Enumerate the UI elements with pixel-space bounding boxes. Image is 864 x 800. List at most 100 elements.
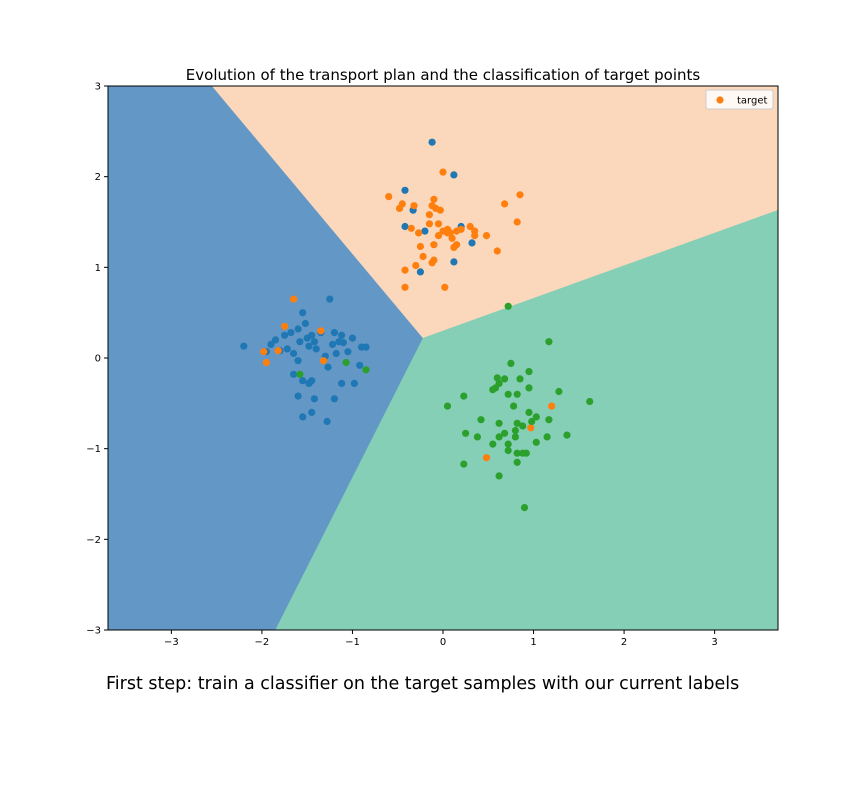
point-orange	[453, 241, 461, 249]
point-green	[489, 386, 497, 394]
point-orange	[430, 241, 438, 249]
point-blue	[326, 295, 334, 303]
point-orange	[401, 283, 409, 291]
point-green	[460, 392, 468, 400]
point-orange	[317, 327, 325, 335]
legend: target	[705, 89, 774, 110]
point-blue	[271, 336, 280, 344]
point-green	[513, 449, 521, 457]
point-green	[545, 338, 553, 346]
point-green	[519, 422, 527, 430]
point-blue	[328, 340, 337, 348]
point-blue	[296, 338, 304, 346]
point-green	[489, 440, 497, 448]
point-orange	[436, 206, 444, 214]
point-blue	[348, 334, 357, 342]
point-green	[495, 433, 503, 441]
point-orange	[385, 193, 393, 201]
point-green	[501, 429, 509, 437]
x-tick-label: −2	[255, 637, 270, 648]
x-tick-label: 1	[530, 637, 536, 648]
point-orange	[412, 261, 420, 270]
point-green	[563, 431, 571, 439]
point-blue	[324, 363, 332, 371]
point-blue	[356, 361, 364, 369]
point-green	[511, 426, 519, 435]
point-orange	[443, 229, 452, 237]
y-tick-label: 3	[95, 82, 101, 93]
point-blue	[468, 239, 476, 247]
point-orange	[439, 168, 447, 176]
point-orange	[319, 357, 328, 365]
point-orange	[425, 211, 433, 219]
point-blue	[344, 348, 352, 356]
point-green	[555, 387, 563, 396]
caption: First step: train a classifier on the ta…	[106, 674, 740, 694]
point-blue	[323, 417, 331, 426]
point-blue	[294, 357, 302, 365]
point-orange	[398, 200, 406, 208]
point-green	[509, 402, 518, 410]
point-blue	[283, 345, 291, 353]
decision-regions	[108, 86, 778, 630]
point-orange	[448, 234, 456, 242]
point-green	[513, 419, 521, 427]
point-green	[362, 366, 370, 374]
point-blue	[421, 227, 429, 235]
x-tick-label: 0	[440, 637, 446, 648]
point-green	[462, 429, 470, 437]
y-axis: −3 −2 −1 0 1 2 3	[86, 82, 108, 637]
chart-title: Evolution of the transport plan and the …	[186, 66, 701, 84]
point-orange	[527, 424, 535, 432]
point-blue	[299, 377, 307, 385]
point-orange	[419, 252, 427, 261]
point-blue	[330, 395, 338, 403]
point-orange	[471, 232, 479, 240]
point-green	[495, 419, 503, 427]
x-tick-label: 3	[711, 637, 717, 648]
point-blue	[428, 138, 436, 146]
point-blue	[290, 349, 298, 358]
point-orange	[281, 322, 289, 330]
point-orange	[274, 347, 282, 355]
point-green	[520, 504, 529, 512]
point-blue	[308, 377, 316, 385]
point-green	[513, 390, 521, 398]
point-orange	[482, 454, 491, 462]
point-blue	[450, 258, 458, 266]
point-blue	[301, 319, 309, 328]
point-green	[342, 358, 350, 367]
point-orange	[493, 247, 501, 255]
point-blue	[332, 349, 340, 358]
point-green	[495, 472, 503, 480]
point-blue	[240, 342, 248, 350]
point-orange	[434, 232, 443, 240]
x-tick-label: −1	[345, 637, 360, 648]
point-orange	[415, 229, 423, 237]
point-orange	[457, 225, 465, 233]
point-blue	[308, 331, 316, 339]
legend-label: target	[737, 96, 767, 107]
point-orange	[548, 402, 556, 410]
point-green	[511, 433, 519, 441]
point-orange	[430, 195, 438, 203]
point-orange	[434, 220, 443, 228]
point-green	[522, 449, 530, 457]
point-orange	[513, 218, 521, 226]
point-blue	[450, 171, 458, 179]
point-orange	[401, 266, 409, 274]
point-green	[473, 433, 481, 441]
point-green	[504, 440, 512, 448]
point-blue	[310, 338, 318, 346]
region-green	[275, 209, 778, 630]
point-green	[507, 359, 515, 367]
point-blue	[338, 331, 346, 339]
y-tick-label: 2	[95, 172, 101, 183]
point-green	[545, 416, 553, 424]
point-orange	[501, 200, 509, 208]
point-blue	[401, 186, 409, 194]
legend-marker	[716, 96, 724, 104]
point-blue	[362, 343, 370, 351]
point-orange	[262, 358, 270, 367]
point-blue	[305, 342, 313, 350]
